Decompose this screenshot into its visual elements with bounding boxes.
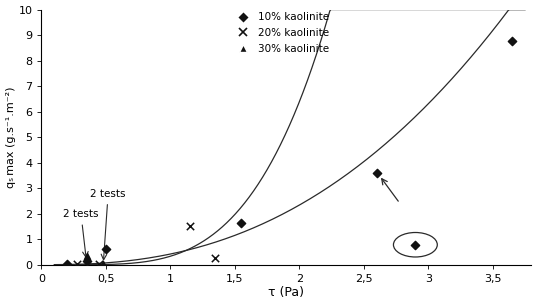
Point <box>372 170 381 175</box>
Point <box>63 262 71 267</box>
X-axis label: τ (Pa): τ (Pa) <box>268 286 304 300</box>
Point <box>82 253 91 258</box>
Point <box>211 255 220 260</box>
Y-axis label: qₛ max (g.s⁻¹.m⁻²): qₛ max (g.s⁻¹.m⁻²) <box>5 86 16 188</box>
Point <box>73 262 82 267</box>
Text: 2 tests: 2 tests <box>90 189 126 260</box>
Point <box>237 221 245 225</box>
Point <box>99 261 107 266</box>
Point <box>185 224 194 229</box>
Point <box>95 262 104 267</box>
Legend: 10% kaolinite, 20% kaolinite, 30% kaolinite: 10% kaolinite, 20% kaolinite, 30% kaolin… <box>233 12 329 54</box>
Point <box>82 259 91 264</box>
Point <box>508 38 517 43</box>
Text: 2 tests: 2 tests <box>63 210 99 257</box>
Point <box>101 246 110 251</box>
Point <box>411 242 420 247</box>
